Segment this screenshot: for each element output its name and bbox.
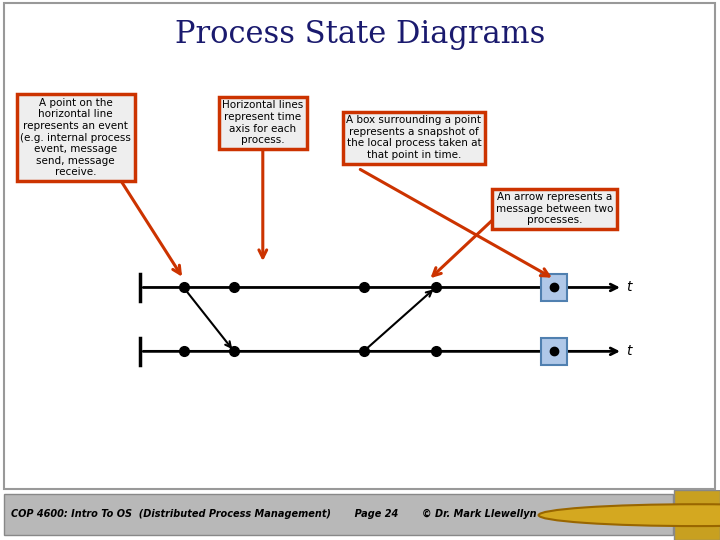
- Bar: [674, 490, 720, 540]
- Text: t: t: [626, 280, 632, 294]
- FancyBboxPatch shape: [541, 338, 567, 365]
- FancyBboxPatch shape: [541, 274, 567, 301]
- Bar: [4, 494, 673, 535]
- Text: COP 4600: Intro To OS  (Distributed Process Management)       Page 24       © Dr: COP 4600: Intro To OS (Distributed Proce…: [11, 509, 536, 519]
- FancyBboxPatch shape: [4, 3, 715, 489]
- Text: An arrow represents a
message between two
processes.: An arrow represents a message between tw…: [495, 192, 613, 225]
- Text: Horizontal lines
represent time
axis for each
process.: Horizontal lines represent time axis for…: [222, 100, 303, 145]
- Circle shape: [539, 504, 720, 526]
- Text: A box surrounding a point
represents a snapshot of
the local process taken at
th: A box surrounding a point represents a s…: [346, 115, 482, 160]
- Text: t: t: [626, 345, 632, 359]
- Text: Process State Diagrams: Process State Diagrams: [175, 19, 545, 50]
- Text: A point on the
horizontal line
represents an event
(e.g. internal process
event,: A point on the horizontal line represent…: [20, 98, 131, 178]
